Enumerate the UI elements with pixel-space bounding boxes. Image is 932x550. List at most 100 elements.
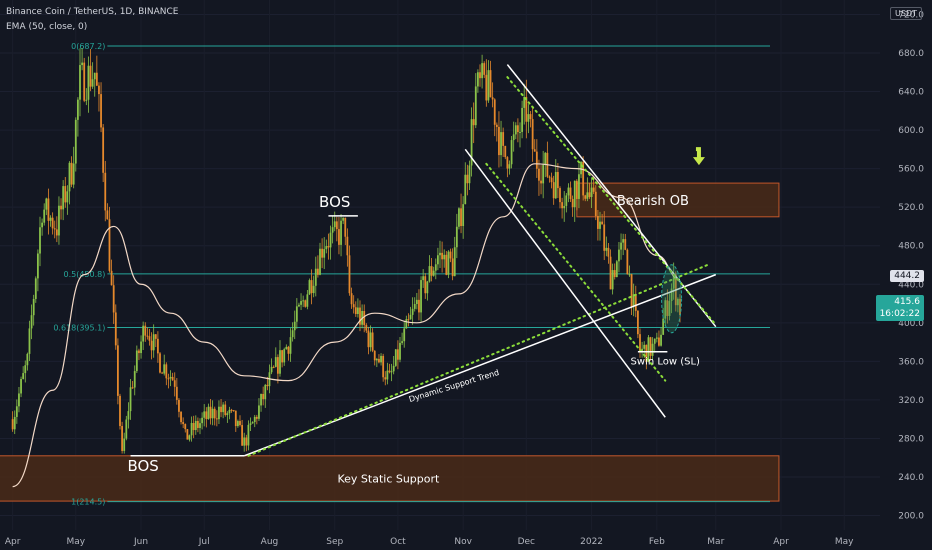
candle-body xyxy=(18,393,20,407)
candle-body xyxy=(601,221,604,225)
candle-body xyxy=(338,229,340,245)
candle-body xyxy=(112,285,115,313)
candle-body xyxy=(36,253,39,279)
candle-body xyxy=(312,285,315,294)
x-tick-label: Mar xyxy=(707,537,724,547)
candle-body xyxy=(260,393,262,406)
y-axis[interactable]: 200.0 240.0 280.0 320.0 360.0 400.0 440.0 480.0… xyxy=(898,10,924,521)
candle-body xyxy=(519,131,521,133)
candle-body xyxy=(213,408,216,419)
candle-body xyxy=(403,328,406,342)
candle-body xyxy=(53,228,56,230)
candle-body xyxy=(510,140,513,165)
candle-body xyxy=(634,294,637,311)
candle-body xyxy=(178,399,180,412)
candle-body xyxy=(83,62,86,101)
candle-body xyxy=(245,437,248,446)
candle-body xyxy=(15,406,18,417)
grid xyxy=(0,13,880,517)
ema-50-line xyxy=(12,163,681,488)
candle-body xyxy=(49,217,52,221)
candle-body xyxy=(169,376,172,379)
candle-body xyxy=(325,246,328,250)
y-tick-label: 520.0 xyxy=(898,203,924,213)
candle-body xyxy=(104,172,107,211)
candle-body xyxy=(234,410,237,427)
candle-body xyxy=(470,119,473,166)
candle-body xyxy=(135,350,138,372)
candle-body xyxy=(215,418,218,420)
candle-body xyxy=(578,174,580,199)
candle-body xyxy=(41,222,44,228)
candle-body xyxy=(55,229,58,236)
ema-layer xyxy=(12,163,681,488)
symbol-title: Binance Coin / TetherUS, 1D, BINANCE xyxy=(6,7,179,17)
candle-body xyxy=(603,224,606,251)
currency-badge[interactable]: USDT xyxy=(890,7,922,20)
candle-body xyxy=(476,72,479,87)
candle-body xyxy=(462,204,465,227)
candle-body xyxy=(163,364,166,374)
x-axis[interactable]: Apr May Jun Jul Aug Sep Oct Nov Dec 2022 Feb Mar Apr… xyxy=(5,537,854,547)
candle-body xyxy=(672,274,675,289)
candle-body xyxy=(432,270,435,276)
candle-body xyxy=(660,334,662,346)
candle-body xyxy=(293,321,296,331)
candle-body xyxy=(45,198,48,210)
candle-body xyxy=(363,310,366,325)
candle-body xyxy=(559,188,561,203)
x-tick-label: Dec xyxy=(518,537,535,547)
candle-body xyxy=(500,132,502,156)
candle-body xyxy=(316,268,319,275)
candle-body xyxy=(140,341,142,354)
candle-body xyxy=(314,268,317,286)
candle-body xyxy=(32,298,35,316)
bar-countdown: 16:02:22 xyxy=(879,309,920,319)
bos-label: BOS xyxy=(319,193,350,211)
candle-body xyxy=(287,346,290,354)
x-tick-label: Jun xyxy=(133,537,148,547)
candle-body xyxy=(100,94,102,128)
candle-body xyxy=(255,416,258,419)
candle-body xyxy=(599,221,601,229)
candle-body xyxy=(232,410,235,412)
candle-body xyxy=(192,423,195,431)
x-tick-label: Apr xyxy=(773,537,789,547)
candle-body xyxy=(651,343,654,356)
candle-body xyxy=(439,252,441,256)
candle-body xyxy=(491,97,494,100)
candle-body xyxy=(556,172,559,189)
candle-body xyxy=(447,251,450,275)
candle-body xyxy=(584,195,587,199)
candle-body xyxy=(365,324,368,331)
candle-body xyxy=(146,335,149,337)
candle-body xyxy=(428,266,431,282)
candle-body xyxy=(60,205,62,210)
x-tick-label: Nov xyxy=(454,537,472,547)
candle-body xyxy=(289,337,292,354)
bearish-ob-label: Bearish OB xyxy=(617,194,689,209)
candle-body xyxy=(72,163,75,185)
candle-body xyxy=(224,404,227,416)
candle-body xyxy=(123,438,126,451)
candle-body xyxy=(116,345,119,396)
candle-body xyxy=(369,332,372,348)
candle-body xyxy=(388,370,391,373)
candle-body xyxy=(639,334,641,353)
candle-body xyxy=(274,357,277,367)
candle-body xyxy=(144,325,147,336)
candle-body xyxy=(533,149,536,152)
candle-body xyxy=(544,152,547,165)
candle-body xyxy=(348,255,351,294)
candle-body xyxy=(453,247,456,277)
candle-body xyxy=(186,429,189,440)
candle-body xyxy=(565,195,568,206)
candle-body xyxy=(571,198,574,208)
candle-body xyxy=(205,411,208,420)
candle-body xyxy=(121,426,124,451)
candle-body xyxy=(436,255,439,265)
candle-body xyxy=(91,79,94,87)
candle-body xyxy=(281,350,284,363)
ema-indicator-label[interactable]: EMA (50, close, 0) xyxy=(6,22,88,32)
